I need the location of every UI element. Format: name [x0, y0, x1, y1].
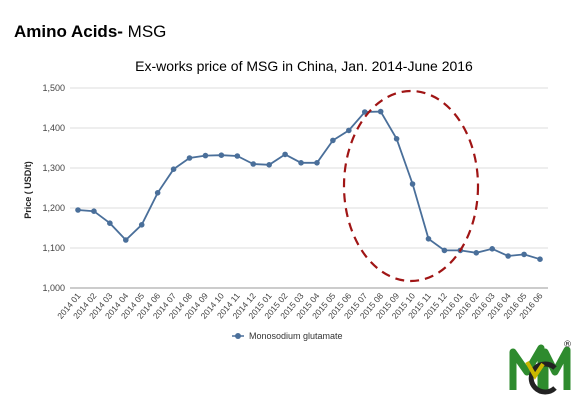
data-point: [266, 162, 272, 168]
y-tick-label: 1,100: [42, 243, 65, 253]
page-title: Amino Acids- MSG: [14, 22, 166, 42]
series-points: [75, 108, 543, 263]
data-point: [234, 153, 241, 159]
page-title-bold: Amino Acids-: [14, 22, 123, 41]
data-point: [218, 152, 225, 158]
data-point: [298, 160, 304, 166]
data-point: [409, 181, 416, 187]
y-axis-label: Price ( USD/t): [23, 161, 33, 219]
chart-title: Ex-works price of MSG in China, Jan. 201…: [135, 58, 473, 74]
legend-label: Monosodium glutamate: [249, 331, 343, 341]
grid-lines: [70, 87, 548, 289]
data-point: [505, 253, 511, 259]
data-point: [361, 109, 368, 115]
data-point: [170, 166, 177, 172]
data-point: [393, 136, 400, 142]
y-tick-label: 1,400: [42, 123, 65, 133]
data-point: [91, 208, 97, 214]
data-point: [346, 127, 352, 134]
y-tick-label: 1,200: [42, 203, 65, 213]
legend-marker: [235, 333, 241, 339]
data-point: [282, 151, 288, 158]
data-point: [202, 152, 209, 159]
legend: Monosodium glutamate: [232, 331, 343, 341]
data-point: [441, 247, 448, 254]
data-point: [122, 237, 129, 243]
highlight-ellipse: [342, 89, 480, 283]
registered-mark: ®: [563, 340, 572, 350]
data-point: [473, 250, 480, 256]
y-tick-label: 1,500: [42, 83, 65, 93]
data-point: [250, 161, 257, 167]
data-point: [154, 190, 161, 196]
data-point: [138, 222, 145, 228]
data-point: [75, 207, 81, 213]
data-point: [521, 251, 527, 258]
data-point: [425, 236, 432, 242]
cm-logo-icon: ®: [509, 340, 572, 395]
data-point: [330, 137, 336, 144]
page-title-normal: MSG: [122, 22, 167, 41]
data-point: [377, 108, 384, 115]
data-point: [314, 160, 320, 166]
data-point: [107, 220, 113, 226]
y-tick-label: 1,300: [42, 163, 65, 173]
y-tick-label: 1,000: [42, 283, 65, 293]
data-point: [186, 155, 193, 161]
series-line-monosodium-glutamate: [77, 110, 541, 261]
data-point: [537, 256, 543, 263]
y-axis-ticks: 1,000 1,100 1,200 1,300 1,400 1,500: [42, 83, 65, 293]
data-point: [489, 246, 496, 252]
